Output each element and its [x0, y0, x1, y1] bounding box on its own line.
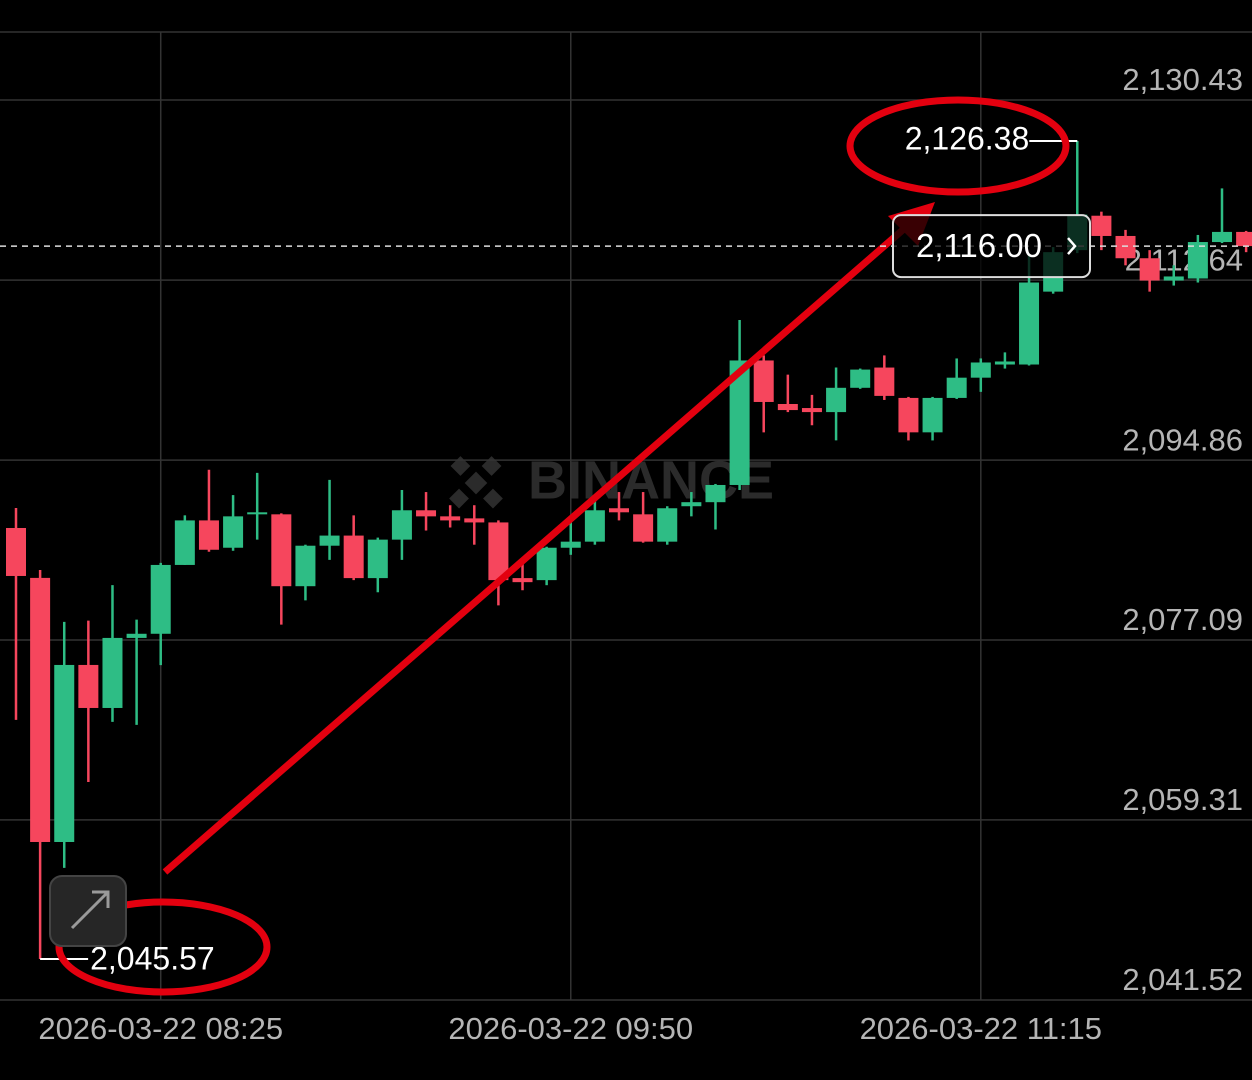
expand-button[interactable] — [49, 875, 127, 947]
candle-body — [536, 547, 557, 581]
candle-body — [440, 516, 461, 521]
candle-body — [1187, 242, 1208, 279]
candle-body — [6, 527, 26, 576]
y-tick-label: 2,077.09 — [1122, 602, 1243, 637]
y-tick-label: 2,094.86 — [1122, 422, 1243, 457]
candle-body — [970, 362, 991, 378]
candle-body — [946, 377, 967, 398]
candle-body — [271, 514, 292, 587]
highlight-ellipse — [846, 96, 1070, 196]
x-tick-label: 2026-03-22 08:25 — [38, 1011, 283, 1046]
candle-body — [126, 633, 147, 638]
candle-body — [898, 397, 919, 433]
candle-body — [512, 578, 533, 583]
candle-body — [54, 664, 75, 842]
y-tick-label: 2,130.43 — [1122, 62, 1243, 97]
candle-body — [1115, 235, 1136, 259]
candle-body — [657, 508, 678, 542]
highlight-ellipse — [55, 898, 271, 996]
candle-body — [777, 403, 798, 411]
x-tick-label: 2026-03-22 09:50 — [448, 1011, 693, 1046]
x-tick-label: 2026-03-22 11:15 — [860, 1011, 1102, 1046]
y-tick-label: 2,059.31 — [1122, 782, 1243, 817]
candle-body — [367, 539, 388, 579]
candle-body — [416, 510, 437, 517]
candle-body — [319, 535, 340, 546]
candle-body — [633, 514, 654, 542]
candle-body — [1236, 231, 1252, 247]
candle-body — [1091, 215, 1112, 236]
candle-body — [174, 520, 195, 565]
candle-body — [78, 664, 99, 708]
expand-icon — [70, 890, 110, 930]
candle-body — [391, 510, 412, 540]
candle-body — [464, 518, 485, 523]
candle-body — [753, 360, 774, 402]
annotation-label: 2,126.38 — [905, 120, 1030, 156]
candle-body — [30, 577, 51, 842]
candle-body — [223, 516, 244, 548]
candle-body — [584, 510, 605, 542]
last-price-box[interactable] — [892, 214, 1091, 279]
candle-body — [488, 522, 509, 581]
candle-body — [295, 545, 316, 587]
last-price-label: 2,116.00 — [916, 227, 1042, 264]
chevron-icon — [1067, 237, 1077, 255]
y-tick-label: 2,041.52 — [1122, 962, 1243, 997]
candle-body — [343, 535, 364, 579]
candle-body — [102, 637, 123, 708]
candle-body — [801, 408, 822, 413]
candle-body — [1163, 276, 1184, 281]
candle-body — [826, 387, 847, 413]
candle-body — [681, 502, 702, 507]
candle-body — [850, 369, 871, 388]
candle-body — [198, 520, 219, 550]
candle-body — [994, 361, 1015, 365]
candle-body — [922, 397, 943, 433]
candle-body — [1019, 282, 1040, 365]
candle-body — [247, 512, 268, 515]
candle-body — [705, 484, 726, 503]
candle-body — [874, 367, 895, 396]
candle-body — [150, 564, 171, 634]
candle-body — [609, 508, 629, 513]
arrow-shaft — [162, 225, 908, 875]
candle-body — [1212, 231, 1232, 243]
candle-body — [560, 541, 581, 548]
candle-body — [1139, 258, 1160, 281]
candle-body — [729, 360, 750, 485]
